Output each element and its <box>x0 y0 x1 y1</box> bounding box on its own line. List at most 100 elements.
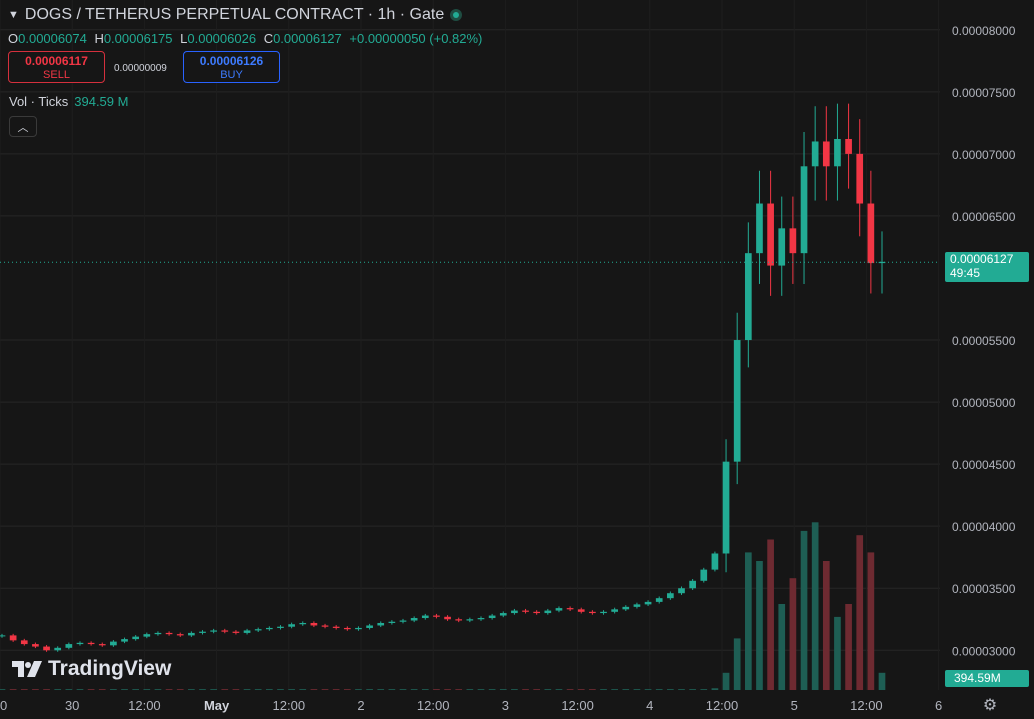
x-tick-label: 12:00 <box>561 698 594 713</box>
buy-button[interactable]: 0.00006126 BUY <box>183 51 280 83</box>
candle-body <box>822 141 830 167</box>
volume-bar <box>399 689 407 690</box>
volume-bar <box>856 535 864 690</box>
volume-bar <box>644 689 652 690</box>
candle-body <box>767 203 774 266</box>
x-tick-label: 3 <box>502 698 509 713</box>
symbol-title[interactable]: DOGS / TETHERUS PERPETUAL CONTRACT · 1h … <box>24 6 445 23</box>
volume-bar <box>243 689 251 690</box>
open-value: 0.00006074 <box>18 31 87 46</box>
candle-body <box>377 622 385 626</box>
candle-body <box>511 610 518 614</box>
x-tick-label: 30 <box>65 698 79 713</box>
candle-body <box>165 632 173 635</box>
candle-body <box>733 340 741 462</box>
volume-bar <box>232 689 240 690</box>
high-label: H <box>94 31 104 46</box>
y-tick-label: 0.00003500 <box>952 582 1016 596</box>
candle-body <box>277 626 284 628</box>
candle-body <box>366 625 373 628</box>
x-tick-label: 4 <box>646 698 653 713</box>
candle-body <box>655 598 663 602</box>
volume-bar <box>744 552 752 690</box>
volume-bar <box>288 689 295 690</box>
volume-bar <box>655 689 663 690</box>
volume-bar <box>254 689 262 690</box>
candle-body <box>110 641 117 646</box>
volume-bar <box>589 689 596 690</box>
tradingview-wordmark: TradingView <box>48 657 172 680</box>
volume-bar <box>277 689 284 690</box>
volume-bar <box>54 689 62 690</box>
volume-bar <box>834 616 841 690</box>
x-tick-label: 5 <box>791 698 798 713</box>
volume-bar <box>544 689 552 690</box>
volume-bar <box>756 561 763 690</box>
candle-body <box>589 611 596 614</box>
close-label: C <box>263 31 274 46</box>
candle-body <box>20 640 28 645</box>
candle-body <box>143 634 151 637</box>
volume-bar <box>488 689 496 690</box>
volume-bar <box>321 689 329 690</box>
volume-legend[interactable]: Vol · Ticks 394.59 M <box>9 94 128 109</box>
volume-bar <box>210 689 217 690</box>
volume-value: 394.59 M <box>74 94 129 109</box>
volume-bar <box>110 689 117 690</box>
collapse-legend-button[interactable]: ︿ <box>9 116 37 137</box>
volume-price-tag: 394.59M <box>945 670 1029 687</box>
candle-body <box>154 632 162 635</box>
volume-bar <box>678 689 685 690</box>
candle-body <box>778 228 786 266</box>
tradingview-logo[interactable]: TradingView <box>12 657 171 681</box>
candle-body <box>555 608 563 611</box>
candle-body <box>667 593 674 599</box>
volume-bar <box>566 689 574 690</box>
candle-body <box>845 138 852 154</box>
candle-body <box>689 580 696 589</box>
chevron-up-icon: ︿ <box>17 121 29 134</box>
volume-bar <box>43 689 50 690</box>
volume-bar <box>176 689 184 690</box>
candle-body <box>410 618 418 621</box>
candle-body <box>232 631 240 633</box>
volume-bar <box>577 689 585 690</box>
candle-body <box>644 601 652 605</box>
candle-body <box>65 644 73 648</box>
volume-bar <box>76 689 84 690</box>
x-tick-label: 12:00 <box>417 698 450 713</box>
gear-icon[interactable]: ⚙ <box>982 697 998 714</box>
candle-body <box>355 627 362 630</box>
volume-bar <box>332 689 340 690</box>
market-status-icon[interactable] <box>450 9 463 21</box>
volume-label: Vol · Ticks <box>9 94 69 109</box>
candle-body <box>722 461 730 554</box>
volume-bar <box>20 689 28 690</box>
candle-body <box>199 631 206 633</box>
volume-bar <box>433 689 440 690</box>
candle-body <box>332 626 340 628</box>
candle-body <box>834 138 841 167</box>
volume-bar <box>310 689 318 690</box>
sell-button[interactable]: 0.00006117 SELL <box>8 51 105 83</box>
candle-body <box>867 203 875 264</box>
volume-bar <box>98 689 106 690</box>
y-tick-label: 0.00004500 <box>952 458 1016 472</box>
volume-bar <box>188 689 195 690</box>
volume-bar <box>143 689 151 690</box>
buy-price: 0.00006126 <box>199 54 264 68</box>
volume-bar <box>511 689 518 690</box>
y-tick-label: 0.00005500 <box>952 334 1016 348</box>
candle-body <box>744 253 752 341</box>
candle-body <box>622 606 630 610</box>
volume-bar <box>32 689 39 690</box>
candle-body <box>176 634 184 636</box>
candle-body <box>811 141 819 167</box>
volume-bar <box>711 688 719 690</box>
candle-body <box>800 166 808 254</box>
candle-body <box>310 622 318 626</box>
volume-bar <box>811 522 819 690</box>
volume-bar <box>477 689 485 690</box>
spread-value: 0.00000009 <box>114 63 167 74</box>
